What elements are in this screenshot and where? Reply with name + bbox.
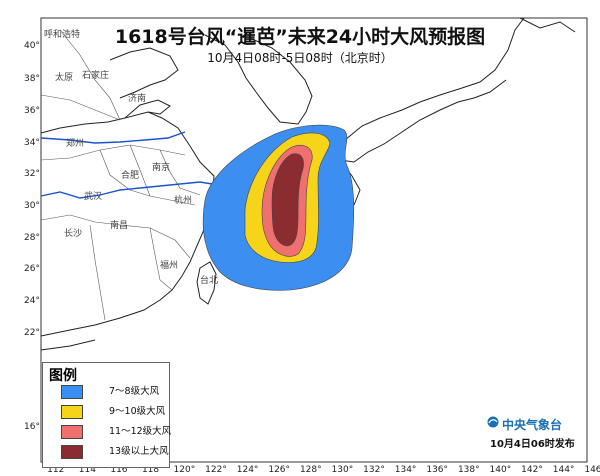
longitude-label: 136° [426,465,448,475]
city-label: 长沙 [64,227,82,239]
longitude-label: 120° [174,465,196,475]
cma-logo-icon [487,416,499,428]
city-label: 杭州 [174,194,192,206]
longitude-label: 118° [142,465,164,475]
longitude-label: 140° [490,465,512,475]
city-label: 太原 [55,71,73,83]
longitude-label: 116° [110,465,132,475]
latitude-label: 24° [24,296,40,306]
longitude-label: 134° [395,465,417,475]
latitude-label: 40° [24,41,40,51]
latitude-label: 26° [24,264,40,274]
city-label: 南京 [152,161,170,173]
city-label: 台北 [200,274,218,286]
latitude-label: 38° [24,74,40,84]
longitude-label: 144° [553,465,575,475]
longitude-label: 138° [458,465,480,475]
legend-label: 11～12级大风 [109,426,172,437]
longitude-label: 128° [300,465,322,475]
latitude-labels: 40° 38° 36° 34° 32° 30° 28° 26° 24° 22° 16° [24,41,40,432]
city-label: 呼和浩特 [44,28,80,40]
longitude-label: 112° [47,465,69,475]
longitude-label: 146° [584,465,600,475]
legend-swatch [61,445,83,459]
longitude-label: 122° [205,465,227,475]
legend-label: 9～10级大风 [109,406,166,417]
legend-label: 13级以上大风 [109,446,169,457]
legend-swatch [61,385,83,399]
latitude-label: 28° [24,233,40,243]
longitude-label: 130° [332,465,354,475]
longitude-labels: 112° 114° 116° 118° 120° 122° 124° 126° 128° 130°… [47,465,600,475]
city-label: 石家庄 [82,69,109,81]
city-labels: 呼和浩特 太原 石家庄 济南 郑州 合肥 南京 武汉 杭州 长沙 南昌 福州 台… [44,28,218,286]
latitude-label: 32° [24,169,40,179]
longitude-label: 114° [79,465,101,475]
latitude-label: 30° [24,201,40,211]
legend-swatch [61,405,83,419]
rivers [40,131,213,199]
legend-item: 13级以上大风 [61,445,171,459]
brand-name: 中央气象台 [502,418,563,432]
latitude-label: 22° [24,328,40,338]
wind-zone-13-plus [271,153,304,247]
legend-item: 9～10级大风 [61,405,171,419]
city-label: 合肥 [121,169,139,181]
longitude-label: 124° [237,465,259,475]
map-title: 1618号台风“暹芭”未来24小时大风预报图 [114,26,486,48]
city-label: 南昌 [110,219,128,231]
latitude-label: 36° [24,106,40,116]
city-label: 福州 [160,259,178,271]
map-subtitle: 10月4日08时-5日08时（北京时） [207,51,393,65]
legend-item: 11～12级大风 [61,425,171,439]
latitude-label: 34° [24,138,40,148]
longitude-label: 142° [521,465,543,475]
legend-item: 7～8级大风 [61,385,171,399]
coastline [40,17,576,351]
longitude-label: 126° [268,465,290,475]
legend-label: 7～8级大风 [109,386,160,397]
latitude-label: 16° [24,422,40,432]
publish-time: 10月4日06时发布 [490,439,575,450]
city-label: 武汉 [84,190,102,202]
city-label: 郑州 [66,137,84,149]
legend-title: 图例 [49,368,77,384]
city-label: 济南 [128,92,146,104]
longitude-label: 132° [363,465,385,475]
wind-zones [202,124,355,291]
province-borders [40,29,201,321]
legend: 图例 7～8级大风 9～10级大风 11～12级大风 13级以上大风 [42,362,171,468]
legend-swatch [61,425,83,439]
